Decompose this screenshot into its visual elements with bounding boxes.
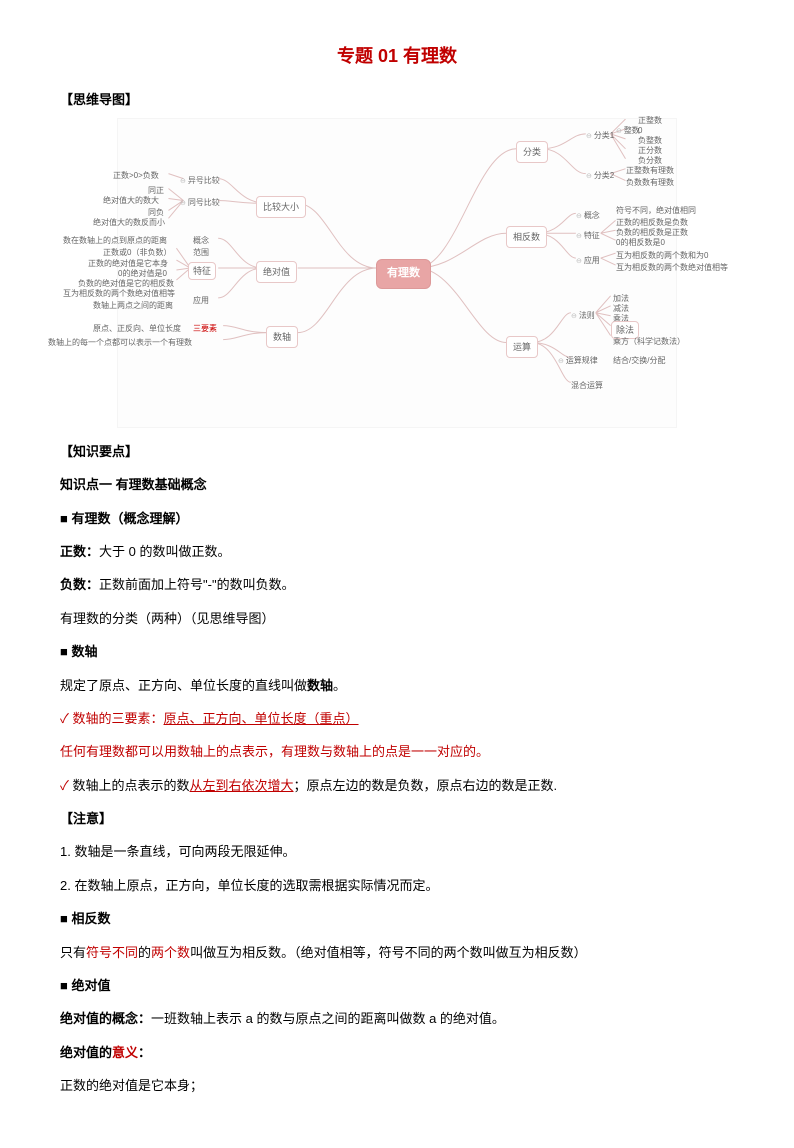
mm-cmp-a: 异号比较 <box>180 174 220 189</box>
p12: 相反数 <box>60 907 734 930</box>
p13e: 叫做互为相反数。（绝对值相等，符号不同的两个数叫做互为相反数） <box>190 945 587 960</box>
p8: 任何有理数都可以用数轴上的点表示，有理数与数轴上的点是一一对应的。 <box>60 740 734 763</box>
p13a: 只有 <box>60 945 86 960</box>
keypoints-header: 【知识要点】 <box>60 440 734 463</box>
p13: 只有符号不同的两个数叫做互为相反数。（绝对值相等，符号不同的两个数叫做互为相反数… <box>60 941 734 964</box>
p2b: 大于 0 的数叫做正数。 <box>99 544 230 559</box>
p11: 2. 在数轴上原点，正方向，单位长度的选取需根据实际情况而定。 <box>60 874 734 897</box>
mm-c1g: 整数 <box>616 124 640 139</box>
mm-axis-b1: 数轴上的每一个点都可以表示一个有理数 <box>48 336 192 350</box>
mm-ops: 运算 <box>506 336 538 358</box>
p16c: ： <box>138 1045 151 1060</box>
p9a: 数轴上的点表示的数 <box>73 778 190 793</box>
p5: 数轴 <box>60 640 734 663</box>
p4: 有理数的分类（两种）（见思维导图） <box>60 607 734 630</box>
mm-cmp-b4: 绝对值大的数反而小 <box>93 216 165 230</box>
mm-abs-c: 特征 <box>188 262 216 280</box>
p6b: 数轴 <box>307 678 333 693</box>
p15b: 一班数轴上表示 a 的数与原点之间的距离叫做数 a 的绝对值。 <box>151 1011 505 1026</box>
p17: 正数的绝对值是它本身； <box>60 1074 734 1097</box>
kp1: 知识点一 有理数基础概念 <box>60 473 734 496</box>
p7b: 原点、正方向、单位长度（重点） <box>164 711 359 726</box>
p10: 1. 数轴是一条直线，可向两段无限延伸。 <box>60 840 734 863</box>
mm-ops-rule: 法则 <box>571 309 595 324</box>
mm-opp: 相反数 <box>506 226 547 248</box>
p16a: 绝对值的 <box>60 1045 112 1060</box>
p9c: ；原点左边的数是负数，原点右边的数是正数. <box>294 778 558 793</box>
note-header: 【注意】 <box>60 807 734 830</box>
p6: 规定了原点、正方向、单位长度的直线叫做数轴。 <box>60 674 734 697</box>
mindmap: 有理数 分类 分类1 分类2 整数 正整数 0 负整数 正分数 负分数 正整数有… <box>117 118 677 428</box>
mm-center: 有理数 <box>376 259 431 289</box>
p1: 有理数（概念理解） <box>60 507 734 530</box>
p15: 绝对值的概念：一班数轴上表示 a 的数与原点之间的距离叫做数 a 的绝对值。 <box>60 1007 734 1030</box>
p16: 绝对值的意义： <box>60 1041 734 1064</box>
p15a: 绝对值的概念： <box>60 1011 151 1026</box>
p3a: 负数： <box>60 577 99 592</box>
mm-cmp-a1: 正数>0>负数 <box>113 169 159 183</box>
mm-classify: 分类 <box>516 141 548 163</box>
mm-axis-a: 三要素 <box>193 322 217 336</box>
p16b: 意义 <box>112 1045 138 1060</box>
mm-abs: 绝对值 <box>256 261 297 283</box>
mm-opp-a: 概念 <box>576 209 600 224</box>
mindmap-header: 【思维导图】 <box>60 88 734 111</box>
mm-opp-b: 特征 <box>576 229 600 244</box>
mm-opp-c: 应用 <box>576 254 600 269</box>
p7a: 数轴的三要素： <box>73 711 164 726</box>
p3: 负数：正数前面加上符号"-"的数叫负数。 <box>60 573 734 596</box>
mm-c2-1: 负数数有理数 <box>626 176 674 190</box>
p13b: 符号不同 <box>86 945 138 960</box>
page-title: 专题 01 有理数 <box>60 40 734 72</box>
p13c: 的 <box>138 945 151 960</box>
p7: 数轴的三要素：原点、正方向、单位长度（重点） <box>60 707 734 730</box>
p9: 数轴上的点表示的数从左到右依次增大；原点左边的数是负数，原点右边的数是正数. <box>60 774 734 797</box>
mm-cmp: 比较大小 <box>256 196 306 218</box>
mm-c1: 分类1 <box>586 129 614 144</box>
mm-ops-4: 乘方（科学记数法） <box>613 335 685 349</box>
mm-ops-law: 运算规律 <box>558 354 598 369</box>
p3b: 正数前面加上符号"-"的数叫负数。 <box>99 577 295 592</box>
p13d: 两个数 <box>151 945 190 960</box>
mm-c2: 分类2 <box>586 169 614 184</box>
mm-cmp-b: 同号比较 <box>180 196 220 211</box>
mm-abs-d: 应用 <box>193 294 209 308</box>
mm-abs-d1: 数轴上两点之间的距离 <box>93 299 173 313</box>
mm-ops-law1: 结合/交换/分配 <box>613 354 665 368</box>
p6c: 。 <box>333 678 346 693</box>
mm-axis: 数轴 <box>266 326 298 348</box>
p6a: 规定了原点、正方向、单位长度的直线叫做 <box>60 678 307 693</box>
p2: 正数：大于 0 的数叫做正数。 <box>60 540 734 563</box>
mm-abs-b: 范围 <box>193 246 209 260</box>
mm-opp-c2: 互为相反数的两个数绝对值相等 <box>616 261 728 275</box>
p14: 绝对值 <box>60 974 734 997</box>
p9b: 从左到右依次增大 <box>190 778 294 793</box>
mm-ops-mix: 混合运算 <box>571 379 603 393</box>
mm-axis-a1: 原点、正反向、单位长度 <box>93 322 181 336</box>
p2a: 正数： <box>60 544 99 559</box>
